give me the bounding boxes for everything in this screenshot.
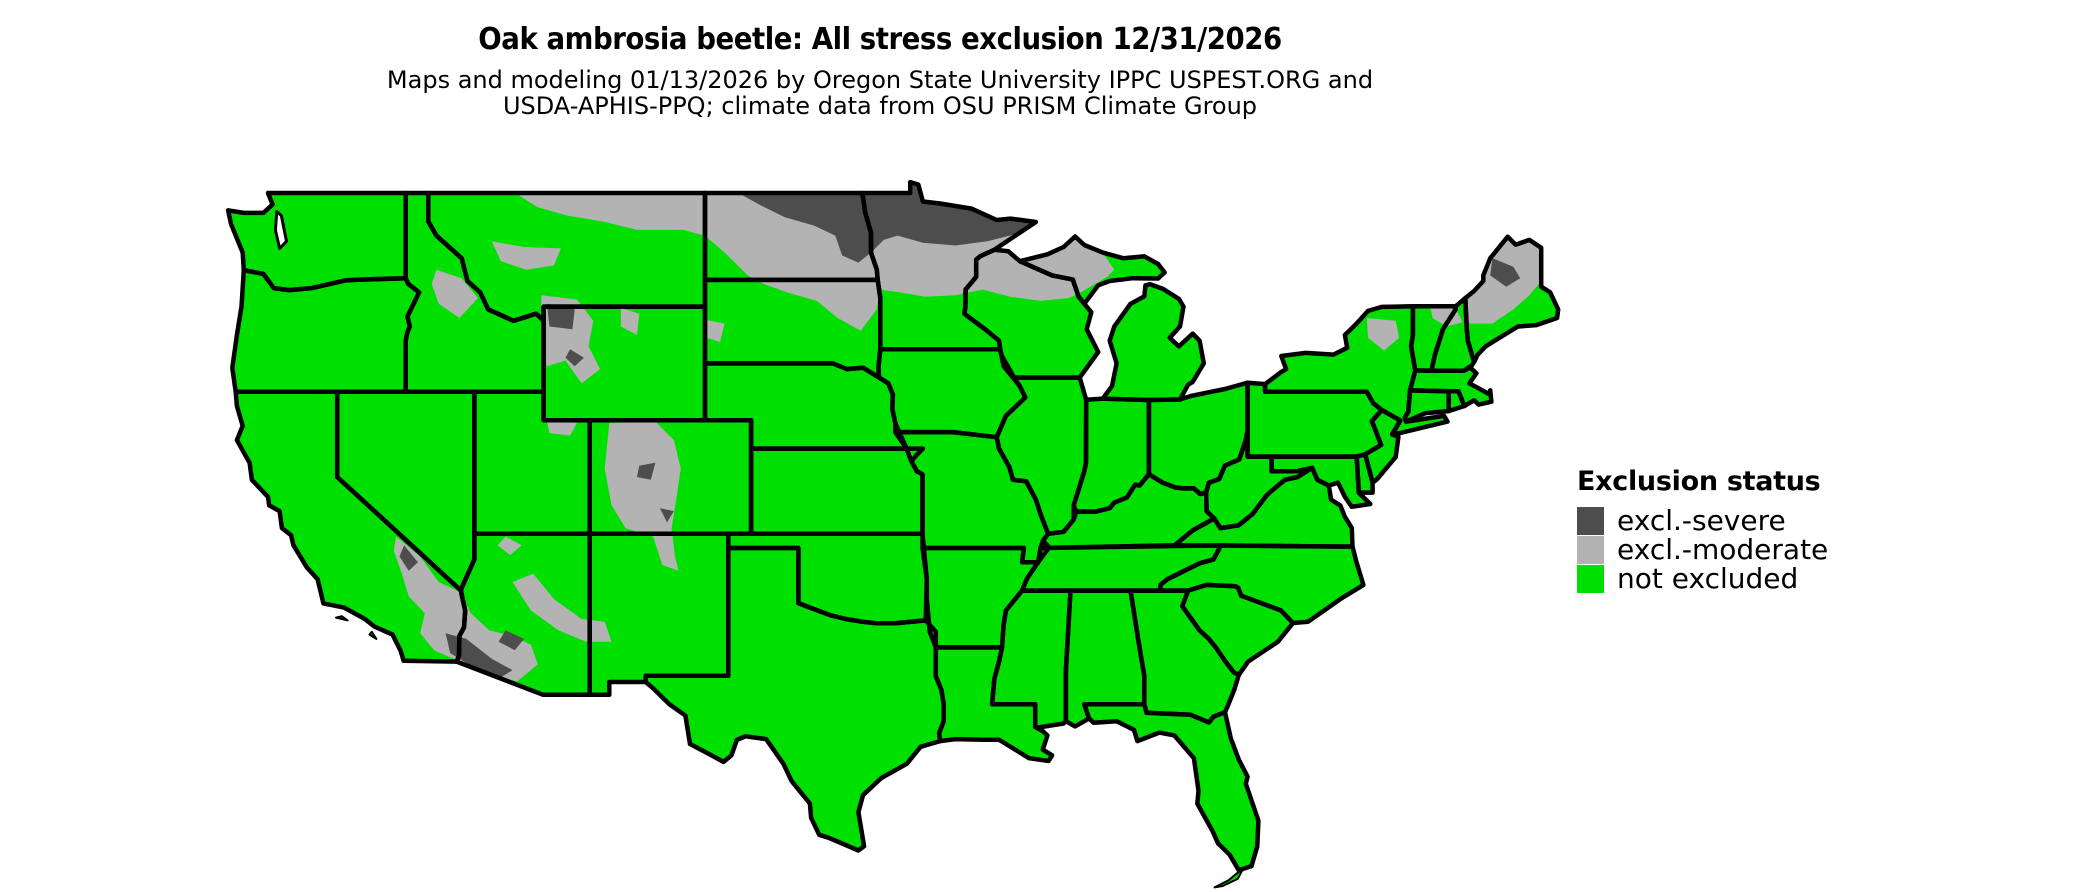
legend-item-not-excluded: not excluded	[1577, 565, 1828, 593]
state-fill-in	[1073, 398, 1149, 512]
exclusion-region-moderate-11	[1366, 318, 1400, 351]
state-fill-ca	[235, 391, 466, 662]
exclusion-region-severe-5	[660, 508, 674, 523]
state-borders	[225, 179, 1561, 873]
state-fill-ky	[1040, 474, 1215, 548]
puget-sound-water	[273, 210, 288, 250]
legend: Exclusion status excl.-severe excl.-mode…	[1577, 466, 1828, 594]
state-fill-de	[1356, 454, 1373, 493]
state-fill-ct	[1404, 390, 1449, 422]
state-border-milp	[1100, 281, 1207, 403]
exclusion-region-moderate-7	[547, 421, 577, 436]
state-fill-nv	[337, 391, 475, 591]
exclusion-region-severe-0	[738, 182, 1036, 263]
state-fill-ar	[922, 548, 1039, 648]
page-title: Oak ambrosia beetle: All stress exclusio…	[478, 22, 1282, 57]
exclusion-region-severe-8	[399, 545, 418, 571]
exclusion-region-severe-7	[498, 630, 524, 651]
state-fill-mo	[895, 432, 1049, 563]
legend-item-label: not excluded	[1617, 562, 1799, 595]
state-fill-ma	[1410, 366, 1492, 406]
state-fill-nm	[589, 533, 729, 695]
subtitle-line-1: Maps and modeling 01/13/2026 by Oregon S…	[386, 66, 1374, 94]
state-fill-wv	[1206, 430, 1313, 529]
state-border-az	[454, 531, 592, 698]
map-header: Oak ambrosia beetle: All stress exclusio…	[0, 22, 1760, 119]
exclusion-region-moderate-5	[431, 269, 478, 318]
subtitle-line-2: USDA-APHIS-PPQ; climate data from OSU PR…	[502, 92, 1258, 120]
legend-item-excl-moderate: excl.-moderate	[1577, 536, 1828, 564]
exclusion-region-moderate-2	[620, 308, 640, 335]
legend-swatch	[1577, 536, 1604, 564]
state-fill-pa	[1247, 382, 1382, 457]
state-border-de	[1354, 452, 1375, 495]
state-fill-nc	[1160, 545, 1364, 623]
state-fill-sc	[1182, 584, 1293, 675]
state-border-wi	[962, 247, 1101, 380]
legend-title: Exclusion status	[1577, 466, 1821, 497]
state-fill-ga	[1130, 590, 1239, 723]
exclusion-overlays	[393, 182, 1542, 682]
exclusion-region-moderate-1	[702, 319, 725, 343]
state-fill-il	[996, 377, 1087, 534]
state-fill-nh	[1431, 298, 1475, 371]
legend-items: excl.-severe excl.-moderate not excluded	[1577, 507, 1828, 593]
map-subtitle: Maps and modeling 01/13/2026 by Oregon S…	[0, 67, 1760, 119]
legend-item-label: excl.-moderate	[1617, 533, 1829, 566]
island-shape-0	[1213, 869, 1244, 889]
state-border-fl	[1082, 701, 1261, 873]
exclusion-region-severe-4	[637, 462, 656, 480]
state-fill-al	[1065, 590, 1145, 727]
state-fill-fl	[1084, 704, 1259, 871]
exclusion-region-moderate-10	[497, 536, 522, 556]
legend-item-label: excl.-severe	[1617, 504, 1786, 537]
state-fill-milp	[1102, 284, 1204, 400]
state-fill-ms	[992, 590, 1071, 728]
exclusion-region-severe-6	[445, 633, 513, 679]
state-border-tx	[643, 545, 946, 853]
state-fill-ok	[728, 533, 927, 624]
island-shape-1	[335, 615, 349, 622]
exclusion-region-severe-2	[547, 303, 575, 330]
state-border-me	[1463, 234, 1561, 365]
legend-item-excl-severe: excl.-severe	[1577, 507, 1828, 535]
state-fill-ks	[751, 448, 923, 534]
state-border-nj	[1362, 407, 1403, 485]
state-fill-id	[405, 193, 544, 392]
state-fill-tn	[1022, 545, 1221, 591]
state-fill-wa	[228, 193, 406, 291]
state-fill-ne	[705, 363, 907, 449]
exclusion-region-moderate-4	[491, 241, 561, 270]
island-shape-2	[368, 630, 378, 640]
state-fill-ia	[878, 349, 1026, 438]
state-fill-ny	[1265, 306, 1448, 435]
exclusion-region-severe-3	[565, 349, 584, 367]
exclusion-region-severe-1	[1490, 258, 1521, 287]
state-fill-or	[232, 270, 420, 392]
legend-swatch	[1577, 507, 1604, 535]
map-land	[228, 182, 1559, 871]
state-border-miup	[1017, 234, 1167, 307]
exclusion-region-moderate-9	[512, 573, 612, 642]
state-border-va	[1172, 465, 1355, 549]
legend-swatch	[1577, 565, 1604, 593]
